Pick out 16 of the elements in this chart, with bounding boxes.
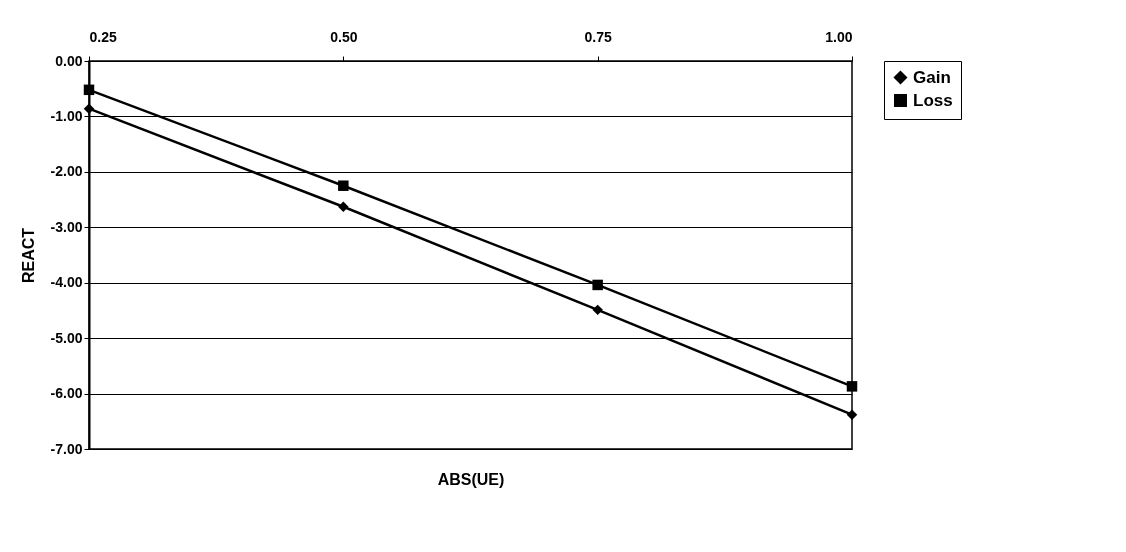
y-tick-label: -5.00 [50, 329, 83, 346]
y-tick-label: -6.00 [50, 385, 83, 402]
y-tick-label: -3.00 [50, 218, 83, 235]
x-tick-label: 0.75 [584, 28, 612, 45]
y-tick-label: 0.00 [55, 52, 83, 69]
x-tick-label: 0.50 [330, 28, 358, 45]
legend-label: Loss [913, 90, 953, 110]
y-tick-label: -4.00 [50, 274, 83, 291]
y-tick-label: -7.00 [50, 440, 83, 457]
legend-label: Gain [913, 67, 951, 87]
y-tick-label: -2.00 [50, 163, 83, 180]
y-axis-title: REACT [19, 227, 37, 284]
x-axis-title: ABS(UE) [437, 470, 505, 488]
y-tick-label: -1.00 [50, 107, 83, 124]
x-tick-label: 1.00 [825, 28, 853, 45]
x-tick-label: 0.25 [89, 28, 117, 45]
